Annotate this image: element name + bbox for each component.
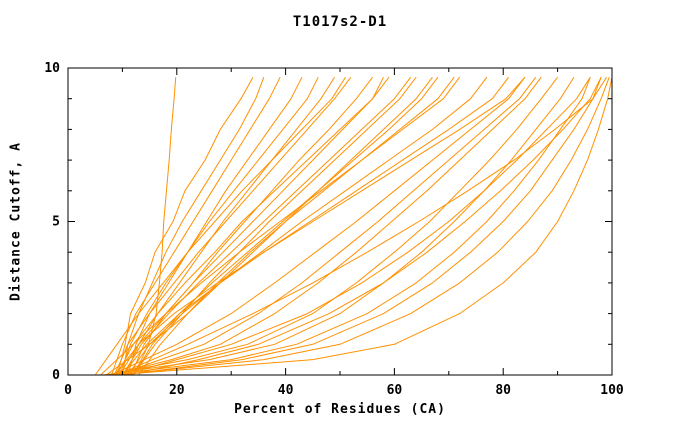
y-axis-label: Distance Cutoff, A <box>8 142 24 301</box>
series-line-22 <box>111 76 526 376</box>
series-line-16 <box>113 76 526 376</box>
series-line-9 <box>130 76 374 376</box>
series-line-21 <box>116 76 537 376</box>
series-line-31 <box>122 76 591 376</box>
x-tick-label: 100 <box>600 383 624 398</box>
series-line-8 <box>113 76 352 376</box>
series-line-12 <box>132 76 439 376</box>
series-line-20 <box>108 77 591 376</box>
x-tick-label: 0 <box>64 383 72 398</box>
series-line-6 <box>119 76 319 376</box>
series-line-2 <box>116 76 254 376</box>
x-tick-label: 80 <box>495 383 511 398</box>
series-line-19 <box>103 76 575 376</box>
series-line-32 <box>127 76 602 376</box>
series-line-11 <box>121 76 412 376</box>
x-axis-label: Percent of Residues (CA) <box>234 402 446 417</box>
x-tick-label: 60 <box>387 383 403 398</box>
x-tick-label: 20 <box>169 383 185 398</box>
series-line-30 <box>132 76 417 376</box>
y-tick-label: 0 <box>52 368 60 383</box>
series-line-18 <box>111 76 542 376</box>
series-line-14 <box>127 76 488 376</box>
series-line-3 <box>121 77 265 376</box>
series-line-5 <box>127 76 303 376</box>
y-tick-label: 5 <box>52 215 60 230</box>
series-line-27 <box>100 76 384 376</box>
series-line-26 <box>105 76 433 376</box>
series-line-33 <box>116 76 607 376</box>
series-line-17 <box>105 76 558 376</box>
series-line-4 <box>111 76 281 376</box>
series-line-15 <box>122 76 510 376</box>
series-line-24 <box>116 77 610 376</box>
series-line-28 <box>94 76 346 376</box>
series-line-29 <box>138 76 455 376</box>
series-line-10 <box>116 76 390 376</box>
chart-title: T1017s2-D1 <box>292 14 388 30</box>
y-tick-label: 10 <box>44 61 60 76</box>
series-line-25 <box>114 77 613 376</box>
series-line-23 <box>122 77 602 376</box>
x-tick-label: 40 <box>278 383 294 398</box>
